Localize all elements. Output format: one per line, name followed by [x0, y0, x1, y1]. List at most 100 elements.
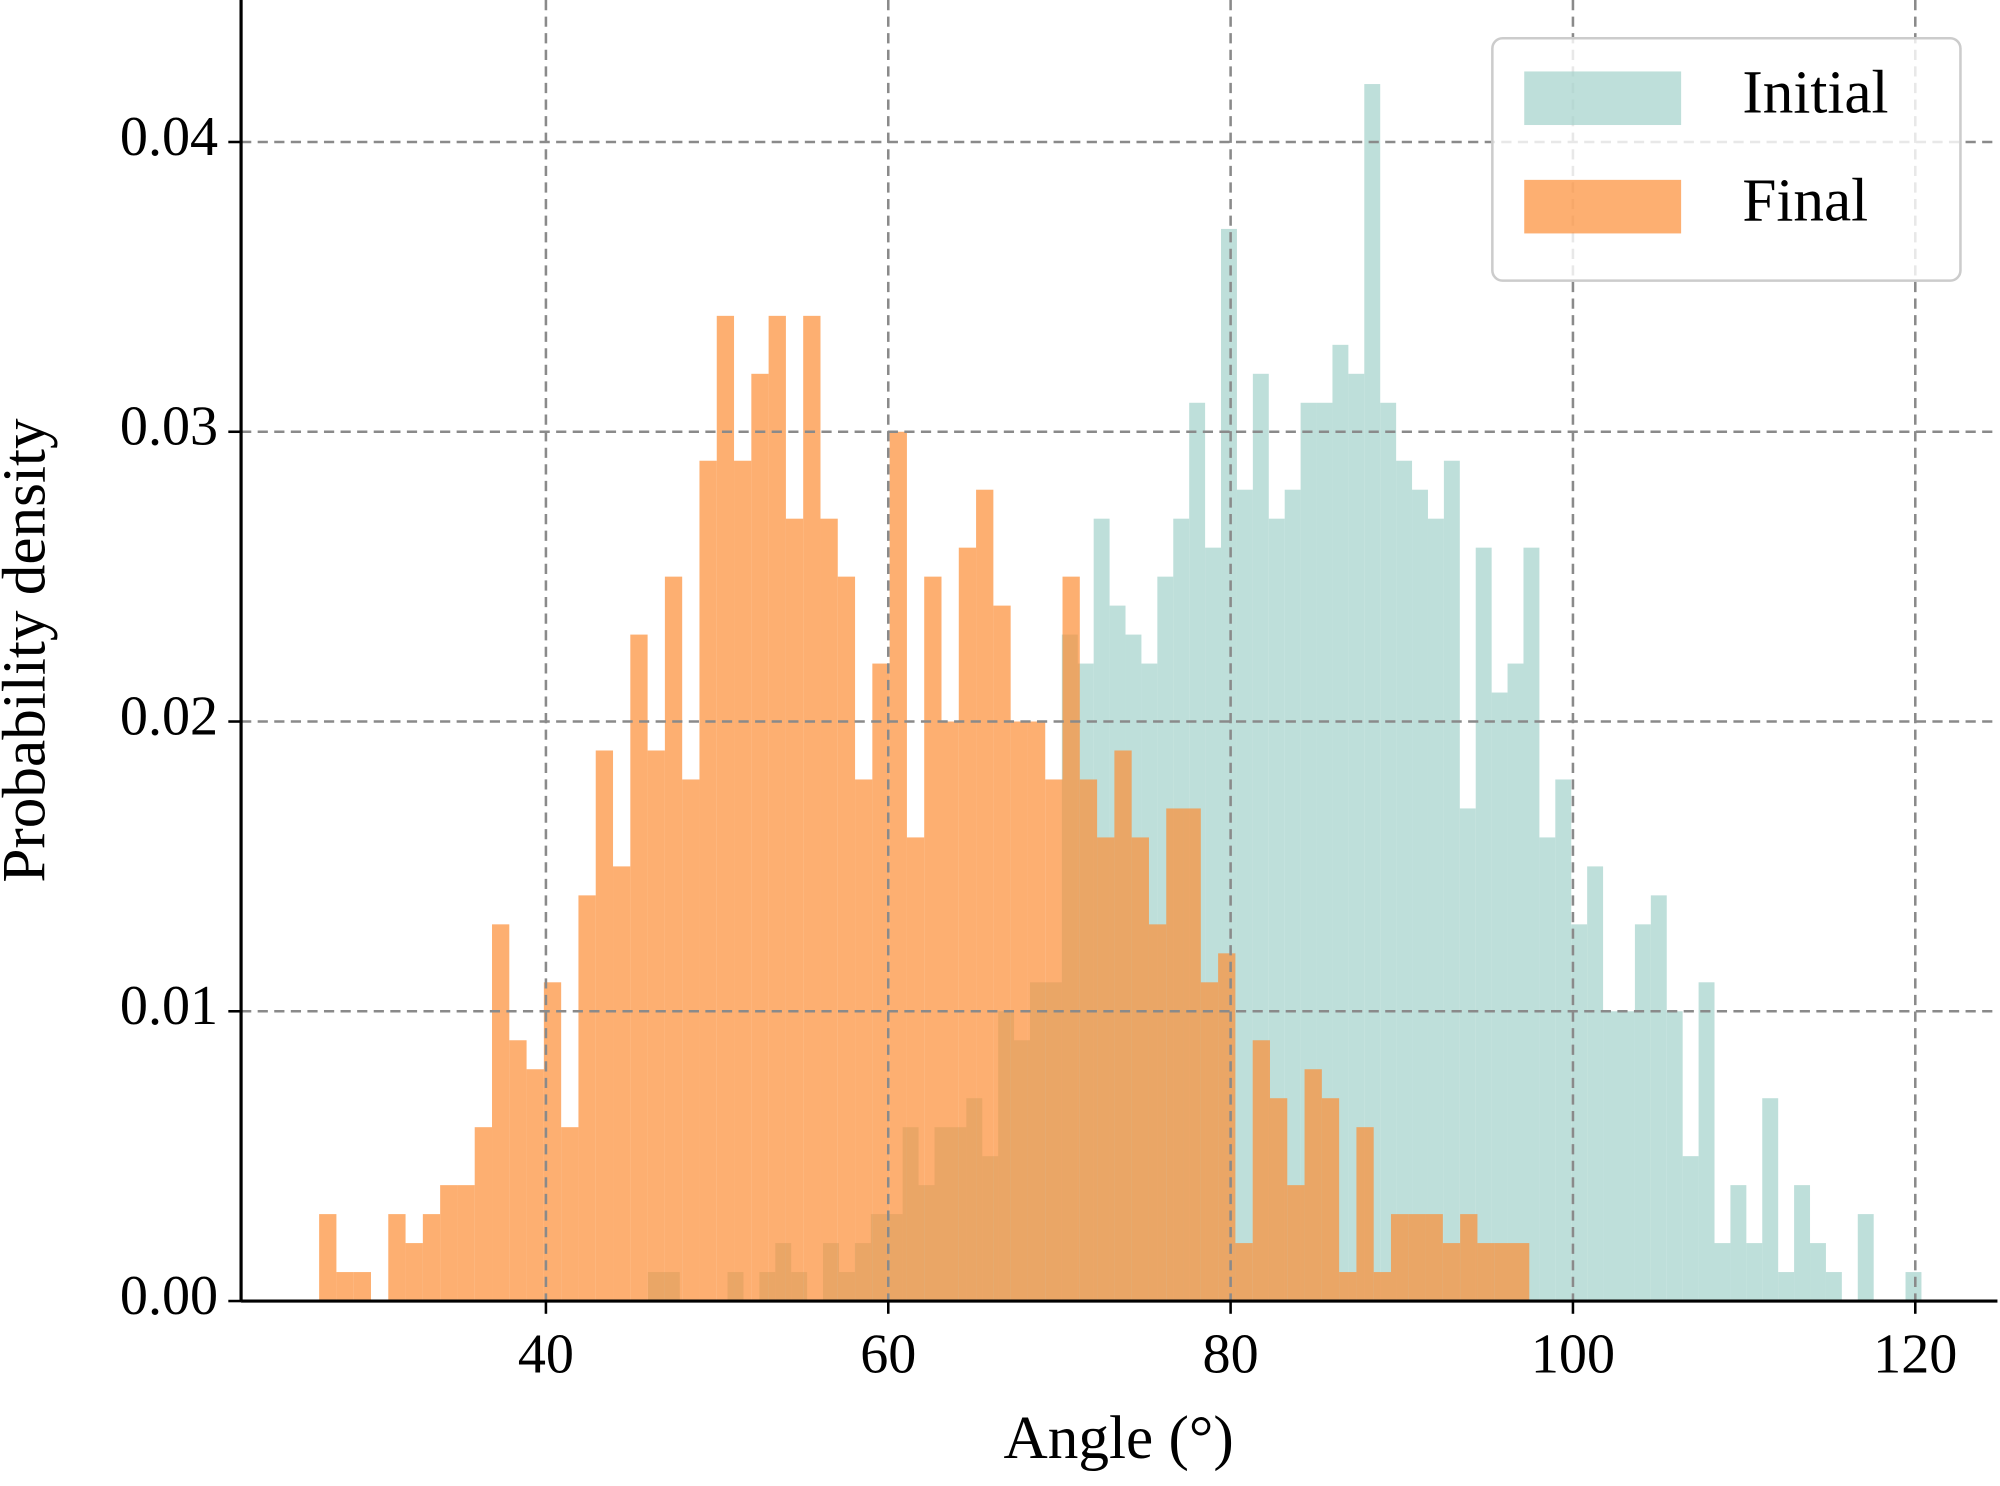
- bar: [1200, 982, 1219, 1302]
- bar: [1079, 779, 1098, 1302]
- bar: [1730, 1185, 1747, 1302]
- bar: [1010, 721, 1028, 1302]
- bar: [1408, 1214, 1426, 1302]
- y-tick-label: 0.02: [120, 685, 218, 747]
- bar: [509, 1040, 527, 1302]
- bar: [1571, 924, 1588, 1302]
- bar: [1698, 982, 1715, 1302]
- bar: [1321, 1098, 1340, 1302]
- bar: [1062, 576, 1080, 1302]
- bar: [440, 1185, 458, 1302]
- bar: [1603, 1011, 1619, 1302]
- bar: [1166, 808, 1184, 1302]
- bar: [457, 1185, 475, 1302]
- bar: [1778, 1272, 1795, 1302]
- bar: [1491, 692, 1508, 1302]
- bar: [1236, 489, 1253, 1302]
- bar: [1618, 1011, 1635, 1302]
- x-tick-label: 40: [518, 1324, 574, 1386]
- bar: [543, 982, 562, 1302]
- bar: [1425, 1214, 1443, 1302]
- bar: [1339, 1272, 1357, 1302]
- bar: [734, 460, 752, 1302]
- bar: [1364, 84, 1381, 1302]
- bar: [1905, 1272, 1922, 1302]
- bar: [958, 547, 977, 1302]
- bar: [1794, 1185, 1811, 1302]
- bar: [1045, 779, 1063, 1302]
- x-tick-label: 120: [1873, 1324, 1957, 1386]
- bar: [1097, 837, 1115, 1302]
- bar: [924, 576, 942, 1302]
- bar: [1810, 1243, 1826, 1302]
- bar: [1148, 924, 1167, 1302]
- bar: [630, 634, 648, 1302]
- bar: [889, 431, 907, 1302]
- bar: [682, 779, 700, 1302]
- histogram-series: [319, 315, 1530, 1302]
- bar: [1460, 1214, 1478, 1302]
- bar: [492, 924, 510, 1302]
- bar: [353, 1272, 371, 1302]
- bar: [1539, 837, 1556, 1302]
- bar: [1475, 547, 1492, 1302]
- bar: [716, 315, 735, 1302]
- bar: [1494, 1243, 1513, 1302]
- y-axis-label: Probability density: [0, 418, 59, 883]
- bar: [319, 1214, 337, 1302]
- legend-swatch: [1524, 179, 1682, 234]
- bar: [803, 315, 821, 1302]
- bar: [1762, 1098, 1779, 1302]
- bar: [1252, 1040, 1270, 1302]
- bar: [837, 576, 856, 1302]
- bar: [1332, 344, 1349, 1302]
- bar: [1477, 1243, 1495, 1302]
- bar: [1555, 779, 1572, 1302]
- bar: [1412, 489, 1428, 1302]
- legend-label: Initial: [1742, 58, 1888, 126]
- x-axis-label: Angle (°): [1004, 1404, 1234, 1472]
- bar: [1183, 808, 1201, 1302]
- bar: [1682, 1156, 1699, 1302]
- y-tick-label: 0.01: [120, 975, 218, 1037]
- x-tick-label: 80: [1203, 1324, 1259, 1386]
- bar: [561, 1127, 579, 1302]
- bar: [1348, 373, 1365, 1302]
- bar: [1512, 1243, 1530, 1302]
- bar: [1114, 750, 1132, 1302]
- bar: [976, 489, 994, 1302]
- bar: [1380, 402, 1397, 1302]
- bar: [699, 460, 717, 1302]
- bar: [1825, 1272, 1842, 1302]
- bar: [595, 750, 614, 1302]
- bar: [613, 866, 631, 1302]
- bar: [1714, 1243, 1731, 1302]
- bar: [1027, 721, 1046, 1302]
- bar: [768, 315, 786, 1302]
- bar: [388, 1214, 406, 1302]
- legend-label: Final: [1742, 167, 1868, 235]
- bar: [1390, 1214, 1409, 1302]
- bar: [1650, 895, 1667, 1302]
- bar: [1459, 808, 1476, 1302]
- legend-swatch: [1524, 71, 1682, 126]
- bar: [1356, 1127, 1374, 1302]
- bar: [1235, 1243, 1253, 1302]
- bar: [1587, 866, 1604, 1302]
- bar: [405, 1243, 423, 1302]
- bar: [906, 837, 925, 1302]
- x-tick-label: 100: [1531, 1324, 1615, 1386]
- bar: [664, 576, 683, 1302]
- bar: [1287, 1185, 1305, 1302]
- bar: [941, 721, 959, 1302]
- legend: Initial Final: [1491, 37, 1962, 282]
- bar: [855, 779, 873, 1302]
- bar: [578, 895, 596, 1302]
- bar: [1443, 460, 1460, 1302]
- bar: [1507, 663, 1524, 1302]
- bar: [1269, 1098, 1288, 1302]
- bar: [422, 1214, 441, 1302]
- bar: [993, 605, 1011, 1302]
- bar: [1131, 837, 1149, 1302]
